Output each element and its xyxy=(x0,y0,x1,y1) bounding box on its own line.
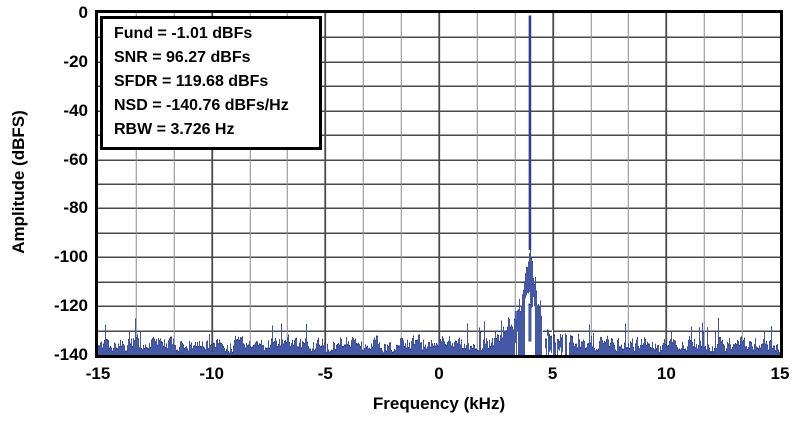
annotation-box: Fund = -1.01 dBFs SNR = 96.27 dBFs SFDR … xyxy=(100,16,322,150)
x-tick-label: 5 xyxy=(547,364,558,383)
annotation-line-fund: Fund = -1.01 dBFs xyxy=(114,25,253,42)
x-tick-label: -15 xyxy=(85,364,111,383)
annotation-line-sfdr: SFDR = 119.68 dBFs xyxy=(114,73,269,90)
plot-area: Fund = -1.01 dBFs SNR = 96.27 dBFs SFDR … xyxy=(95,10,783,358)
x-tick-label: 0 xyxy=(434,364,444,383)
y-tick-label: -80 xyxy=(63,198,88,218)
y-tick-label: -40 xyxy=(63,100,88,120)
x-tick-label: 15 xyxy=(770,364,790,383)
annotation-line-snr: SNR = 96.27 dBFs xyxy=(114,49,251,66)
x-tick-label: 10 xyxy=(656,364,676,383)
y-tick-label: -60 xyxy=(63,149,88,169)
y-tick-label: -120 xyxy=(53,296,88,316)
y-tick-label: -140 xyxy=(53,345,88,364)
x-tick-label: -5 xyxy=(317,364,333,383)
annotation-line-nsd: NSD = -140.76 dBFs/Hz xyxy=(114,97,289,114)
y-tick-label: -100 xyxy=(53,247,88,267)
annotation-line-rbw: RBW = 3.726 Hz xyxy=(114,121,235,138)
y-axis-title: Amplitude (dBFS) xyxy=(9,110,28,254)
x-tick-label: -10 xyxy=(199,364,224,383)
x-axis-title: Frequency (kHz) xyxy=(372,394,506,413)
y-tick-label: 0 xyxy=(78,3,88,22)
y-tick-label: -20 xyxy=(63,51,88,71)
